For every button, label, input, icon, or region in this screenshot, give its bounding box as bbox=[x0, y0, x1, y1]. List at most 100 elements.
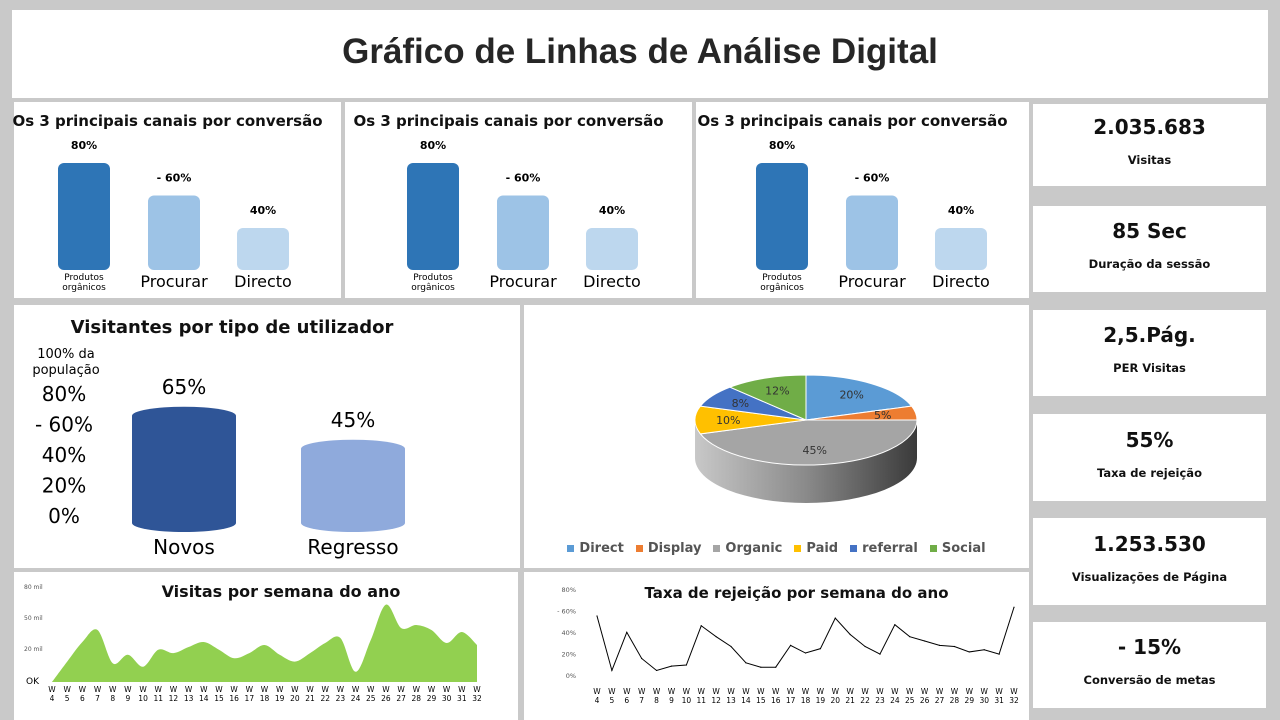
x-tick-label: 31 bbox=[994, 696, 1004, 705]
x-tick-label: W bbox=[727, 687, 735, 696]
data-point bbox=[938, 644, 941, 646]
x-tick-label: 30 bbox=[442, 694, 452, 703]
x-tick-label: W bbox=[428, 685, 436, 694]
x-tick-label: 26 bbox=[381, 694, 391, 703]
pie-slice bbox=[805, 374, 913, 421]
category-label: Produtos bbox=[64, 273, 104, 283]
data-label: 40% bbox=[948, 204, 974, 217]
legend-swatch bbox=[850, 545, 858, 552]
data-point bbox=[834, 617, 836, 619]
legend-label: Direct bbox=[579, 541, 624, 556]
x-tick-label: W bbox=[1010, 687, 1018, 696]
x-tick-label: W bbox=[966, 687, 974, 696]
y-tick-label: - 60% bbox=[35, 413, 93, 437]
kpi-card: 2.035.683 Visitas bbox=[1033, 104, 1266, 186]
data-label: 45% bbox=[802, 444, 826, 457]
y-axis-label: população bbox=[32, 363, 99, 378]
data-label: 12% bbox=[765, 385, 789, 398]
panel-title: Visitas por semana do ano bbox=[161, 582, 401, 601]
x-tick-label: 27 bbox=[935, 696, 945, 705]
x-tick-label: 29 bbox=[427, 694, 437, 703]
x-tick-label: 17 bbox=[245, 694, 255, 703]
y-tick-label: 80% bbox=[42, 382, 86, 406]
x-tick-label: W bbox=[683, 687, 691, 696]
x-tick-label: W bbox=[291, 685, 299, 694]
x-tick-label: 8 bbox=[110, 694, 115, 703]
x-tick-label: W bbox=[185, 685, 193, 694]
y-tick-label: 0% bbox=[48, 504, 80, 528]
x-tick-label: W bbox=[891, 687, 899, 696]
x-tick-label: W bbox=[352, 685, 360, 694]
x-tick-label: 5 bbox=[65, 694, 70, 703]
data-label: - 60% bbox=[506, 172, 541, 185]
x-tick-label: W bbox=[413, 685, 421, 694]
y-tick-label: - 60% bbox=[557, 608, 576, 616]
x-tick-label: W bbox=[936, 687, 944, 696]
x-tick-label: 29 bbox=[965, 696, 975, 705]
conversion-panel-2: Os 3 principais canais por conversão 80%… bbox=[345, 102, 692, 298]
x-tick-label: W bbox=[109, 685, 117, 694]
x-tick-label: W bbox=[668, 687, 676, 696]
x-tick-label: W bbox=[458, 685, 466, 694]
data-label: 20% bbox=[839, 389, 863, 402]
weekly-bounce-line-chart: 80%- 60%40%20%0%W4W5W6W7W8W9W10W11W12W13… bbox=[557, 586, 1019, 705]
category-label: Directo bbox=[234, 272, 292, 291]
bar bbox=[237, 228, 289, 270]
kpi-value: 2,5.Pág. bbox=[1103, 323, 1196, 347]
x-tick-label: W bbox=[443, 685, 451, 694]
category-label: orgânicos bbox=[62, 283, 106, 293]
legend-swatch bbox=[713, 545, 721, 552]
data-point bbox=[596, 615, 598, 617]
x-tick-label: 16 bbox=[229, 694, 239, 703]
legend-swatch bbox=[929, 545, 937, 552]
bar bbox=[586, 228, 638, 270]
x-tick-label: W bbox=[322, 685, 330, 694]
x-tick-label: W bbox=[906, 687, 914, 696]
x-tick-label: 12 bbox=[169, 694, 179, 703]
weekly-visits-panel: Visitas por semana do ano 80 mil 50 mil 20… bbox=[14, 572, 518, 720]
kpi-card: 55% Taxa de rejeição bbox=[1033, 414, 1266, 501]
data-point bbox=[819, 648, 821, 650]
y-tick-label: 20% bbox=[42, 474, 86, 498]
data-label: 5% bbox=[874, 409, 891, 422]
x-tick-label: 10 bbox=[138, 694, 148, 703]
user-type-panel: Visitantes por tipo de utilizador 100% d… bbox=[14, 305, 520, 568]
data-point bbox=[760, 666, 762, 668]
x-tick-label: 12 bbox=[711, 696, 721, 705]
kpi-card: - 15% Conversão de metas bbox=[1033, 622, 1266, 708]
x-tick-label: W bbox=[995, 687, 1003, 696]
x-tick-label: W bbox=[846, 687, 854, 696]
data-point bbox=[849, 633, 851, 636]
category-label: Directo bbox=[932, 272, 990, 291]
kpi-card: 85 Sec Duração da sessão bbox=[1033, 206, 1266, 292]
data-point bbox=[804, 652, 807, 654]
data-point bbox=[968, 651, 970, 653]
legend-item: Paid bbox=[794, 541, 838, 556]
x-tick-label: 27 bbox=[396, 694, 406, 703]
x-tick-label: 22 bbox=[320, 694, 330, 703]
x-tick-label: W bbox=[367, 685, 375, 694]
x-tick-label: W bbox=[397, 685, 405, 694]
x-tick-label: W bbox=[742, 687, 750, 696]
x-tick-label: W bbox=[787, 687, 795, 696]
x-tick-label: W bbox=[306, 685, 314, 694]
data-point bbox=[611, 669, 613, 672]
kpi-card: 2,5.Pág. PER Visitas bbox=[1033, 310, 1266, 396]
x-tick-label: 14 bbox=[741, 696, 751, 705]
x-tick-label: W bbox=[638, 687, 646, 696]
x-tick-label: W bbox=[63, 685, 71, 694]
x-tick-label: 7 bbox=[639, 696, 644, 705]
page-title: Gráfico de Linhas de Análise Digital bbox=[342, 32, 938, 71]
x-tick-label: 11 bbox=[153, 694, 163, 703]
bar bbox=[148, 195, 200, 270]
x-tick-label: 21 bbox=[305, 694, 315, 703]
x-tick-label: 20 bbox=[831, 696, 841, 705]
x-tick-label: W bbox=[48, 685, 56, 694]
x-tick-label: 24 bbox=[890, 696, 900, 705]
x-tick-label: 32 bbox=[1009, 696, 1019, 705]
x-tick-label: W bbox=[139, 685, 147, 694]
x-tick-label: 15 bbox=[214, 694, 224, 703]
x-tick-label: W bbox=[802, 687, 810, 696]
x-tick-label: 4 bbox=[595, 696, 600, 705]
x-tick-label: W bbox=[772, 687, 780, 696]
